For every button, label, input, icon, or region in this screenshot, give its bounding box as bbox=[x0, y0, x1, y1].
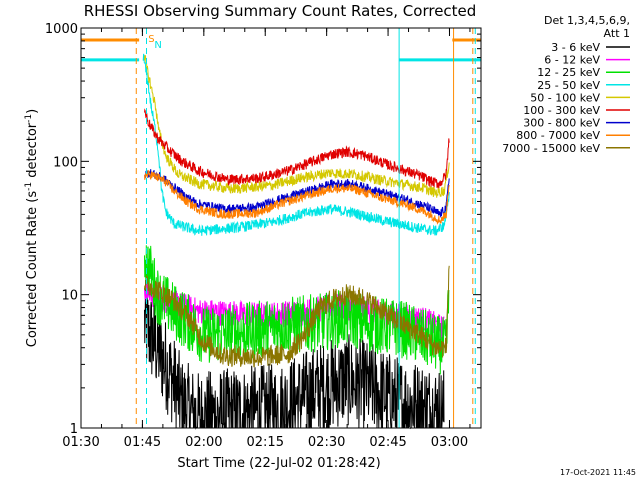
legend-label-6: 300 - 800 keV bbox=[523, 117, 600, 130]
legend-label-0: 3 - 6 keV bbox=[551, 41, 600, 54]
legend-label-1: 6 - 12 keV bbox=[544, 54, 600, 67]
x-tick-label-6: 03:00 bbox=[431, 435, 468, 450]
x-tick-label-1: 01:45 bbox=[124, 435, 161, 450]
series-line-8 bbox=[144, 265, 450, 368]
x-tick-label-5: 02:45 bbox=[369, 435, 406, 450]
series-line-5 bbox=[144, 108, 450, 189]
x-axis-label: Start Time (22-Jul-02 01:28:42) bbox=[177, 456, 380, 471]
series-line-3 bbox=[142, 53, 450, 236]
legend-label-8: 7000 - 15000 keV bbox=[502, 142, 600, 155]
x-tick-label-4: 02:30 bbox=[308, 435, 345, 450]
series-layer bbox=[142, 53, 450, 430]
legend-label-2: 12 - 25 keV bbox=[537, 66, 600, 79]
marker-label-n: N bbox=[154, 40, 161, 51]
y-axis-label-sup2: -1 bbox=[24, 114, 34, 123]
series-line-7 bbox=[144, 170, 450, 225]
y-axis-label-sup1: -1 bbox=[24, 182, 34, 191]
y-axis-label-main: Corrected Count Rate (s bbox=[25, 191, 40, 348]
chart-title: RHESSI Observing Summary Count Rates, Co… bbox=[84, 2, 477, 20]
footer-date: 17-Oct-2021 11:45 bbox=[560, 468, 636, 477]
marker-label-s: S bbox=[148, 34, 154, 45]
legend-label-5: 100 - 300 keV bbox=[523, 104, 600, 117]
axes-layer: 01:30 01:45 02:00 02:15 02:30 02:45 03:00 1 10 10… bbox=[45, 22, 481, 450]
y-tick-label-3: 1000 bbox=[45, 22, 78, 37]
y-tick-label-2: 100 bbox=[53, 155, 78, 170]
series-line-4 bbox=[144, 54, 450, 198]
plot-frame bbox=[80, 27, 482, 429]
y-axis-label-mid: detector bbox=[25, 122, 40, 182]
series-line-0 bbox=[144, 279, 445, 430]
legend-header-1: Att 1 bbox=[604, 27, 630, 40]
legend-label-3: 25 - 50 keV bbox=[537, 79, 600, 92]
legend-header-0: Det 1,3,4,5,6,9, bbox=[544, 14, 630, 27]
y-axis-label-end: ) bbox=[25, 109, 40, 114]
x-tick-label-3: 02:15 bbox=[247, 435, 284, 450]
y-axis-label: Corrected Count Rate (s-1 detector-1) bbox=[24, 109, 40, 347]
x-tick-label-0: 01:30 bbox=[62, 435, 99, 450]
flag-layer: SN bbox=[81, 28, 481, 428]
legend-label-4: 50 - 100 keV bbox=[530, 91, 600, 104]
legend-label-7: 800 - 7000 keV bbox=[516, 129, 600, 142]
y-tick-label-0: 1 bbox=[70, 422, 78, 437]
x-tick-label-2: 02:00 bbox=[185, 435, 222, 450]
y-tick-label-1: 10 bbox=[61, 289, 78, 304]
